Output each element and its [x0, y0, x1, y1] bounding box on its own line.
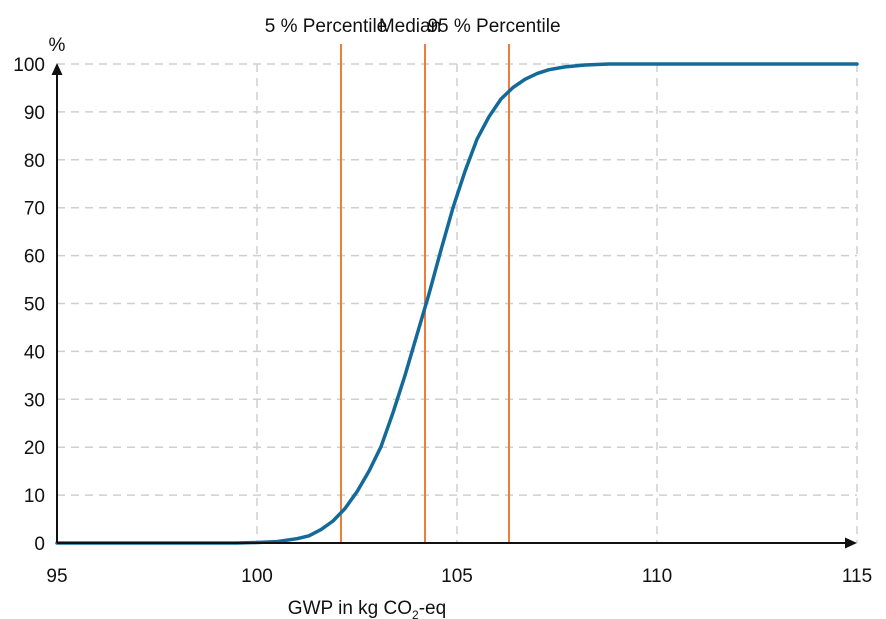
- grid: [57, 63, 858, 543]
- x-tick-label: 100: [241, 566, 273, 587]
- x-axis-title-subscript: 2: [412, 608, 419, 619]
- y-tick-label: 70: [24, 199, 45, 220]
- x-axis-title: GWP in kg CO2-eq: [288, 598, 446, 619]
- x-tick-label: 105: [441, 566, 473, 587]
- tick-labels: 0 10 20 30 40 50 60 70 80 90 100 95 100 105 110 115: [13, 55, 872, 587]
- cdf-series-line: [55, 62, 859, 545]
- y-axis-arrow: [51, 63, 63, 75]
- y-tick-label: 60: [24, 247, 45, 268]
- y-tick-label: 90: [24, 103, 45, 124]
- axes: [51, 63, 857, 549]
- y-tick-label: 30: [24, 390, 45, 411]
- reference-label: Median: [379, 16, 441, 37]
- y-tick-label: 10: [24, 486, 45, 507]
- x-tick-label: 110: [642, 566, 672, 587]
- y-tick-label: 100: [13, 55, 45, 76]
- reference-label: 5 % Percentile: [265, 16, 388, 37]
- y-tick-label: 50: [24, 295, 45, 316]
- x-axis-arrow: [845, 537, 857, 549]
- y-tick-label: 20: [24, 438, 45, 459]
- series-layer: [55, 62, 859, 545]
- y-tick-label: 40: [24, 342, 45, 363]
- y-tick-label: 80: [24, 151, 45, 172]
- reference-label: 95 % Percentile: [427, 16, 560, 37]
- x-tick-label: 95: [46, 566, 67, 587]
- y-axis-title: %: [49, 35, 66, 56]
- y-tick-label: 0: [34, 534, 45, 555]
- reference-lines: [340, 44, 510, 543]
- x-tick-label: 115: [842, 566, 872, 587]
- x-axis-title-suffix: -eq: [419, 598, 446, 619]
- x-axis-title-prefix: GWP in kg CO: [288, 598, 412, 619]
